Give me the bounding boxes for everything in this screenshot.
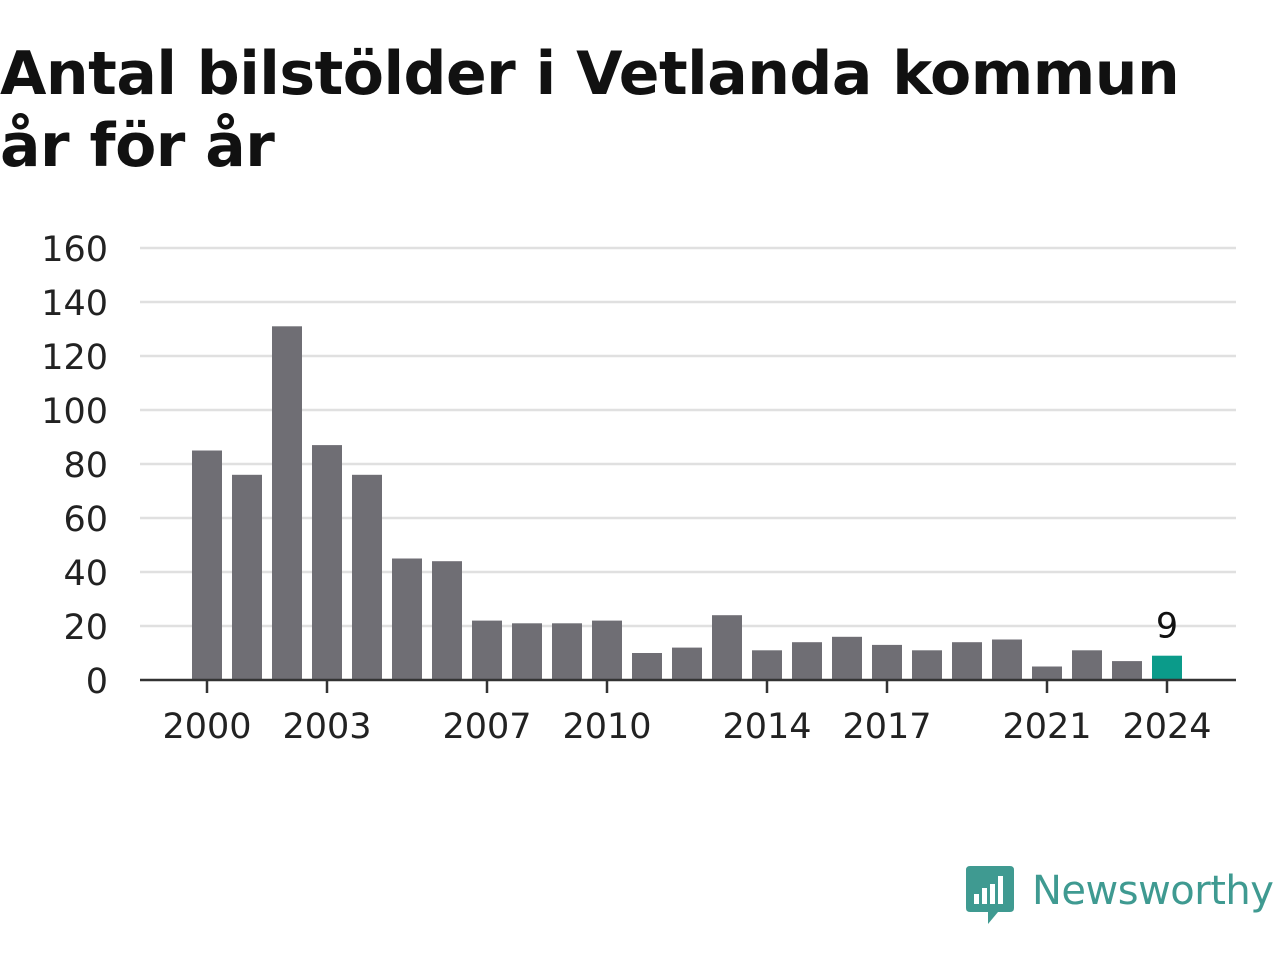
x-tick-label: 2000 — [162, 707, 251, 747]
bar-2014 — [752, 650, 782, 680]
x-tick-label: 2014 — [722, 707, 811, 747]
gridlines — [140, 246, 1236, 628]
bar-2011 — [632, 653, 662, 680]
bar-2003 — [312, 445, 342, 680]
bar-2017 — [872, 644, 902, 680]
bar-2015 — [792, 642, 822, 680]
x-tick-label: 2017 — [842, 707, 931, 747]
bar-2024 — [1152, 655, 1182, 680]
y-tick-label: 100 — [41, 392, 108, 432]
bar-2006 — [432, 561, 462, 680]
y-tick-label: 0 — [86, 662, 108, 702]
data-label-highlight: 9 — [1156, 607, 1178, 647]
chart-title: Antal bilstölder i Vetlanda kommun år fö… — [0, 39, 1180, 181]
axes — [140, 678, 1236, 693]
bar-2001 — [232, 474, 262, 680]
x-tick-label: 2003 — [282, 707, 371, 747]
y-tick-label: 60 — [63, 500, 108, 540]
x-tick-label: 2021 — [1002, 707, 1091, 747]
bar-2000 — [192, 450, 222, 680]
bar-chart-speech-bubble-icon — [966, 866, 1014, 924]
bar-2005 — [392, 558, 422, 680]
bars — [192, 326, 1182, 680]
bar-2008 — [512, 623, 542, 680]
bar-2004 — [352, 474, 382, 680]
bar-2010 — [592, 620, 622, 680]
bar-2023 — [1112, 661, 1142, 680]
y-tick-label: 140 — [41, 284, 108, 324]
labels: 0 20 40 60 80 100 120 140 160 2000 2003 2007 2010 201… — [41, 230, 1211, 747]
y-tick-label: 120 — [41, 338, 108, 378]
y-tick-label: 160 — [41, 230, 108, 270]
y-tick-label: 40 — [63, 554, 108, 594]
bar-2021 — [1032, 666, 1062, 680]
bar-2020 — [992, 639, 1022, 680]
bar-2007 — [472, 620, 502, 680]
brand-name: Newsworthy — [1032, 868, 1274, 914]
x-tick-label: 2024 — [1122, 707, 1211, 747]
bar-2009 — [552, 623, 582, 680]
y-tick-label: 20 — [63, 608, 108, 648]
bar-2013 — [712, 615, 742, 680]
x-tick-label: 2010 — [562, 707, 651, 747]
y-tick-label: 80 — [63, 446, 108, 486]
bar-2022 — [1072, 650, 1102, 680]
brand: Newsworthy — [964, 862, 1274, 928]
bar-2018 — [912, 650, 942, 680]
bar-2019 — [952, 642, 982, 680]
x-tick-label: 2007 — [442, 707, 531, 747]
bar-2012 — [672, 647, 702, 680]
bar-2002 — [272, 326, 302, 680]
bar-2016 — [832, 636, 862, 680]
